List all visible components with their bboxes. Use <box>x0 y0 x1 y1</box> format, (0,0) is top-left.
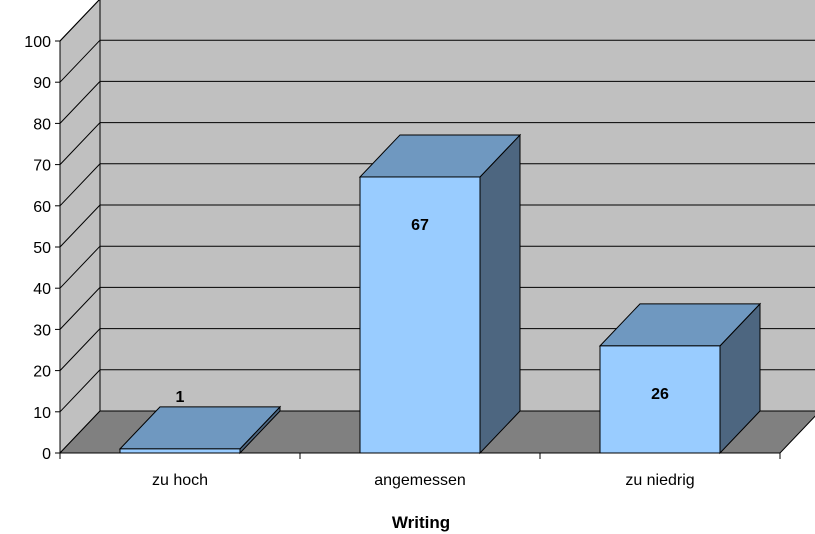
y-tick-label: 30 <box>33 322 51 339</box>
y-axis: 0 10 20 30 40 50 60 70 80 90 100 <box>24 34 61 463</box>
gridline <box>59 286 815 330</box>
y-tick-label: 10 <box>33 405 51 422</box>
data-labels: 1 67 26 <box>176 217 669 406</box>
bar <box>598 302 762 455</box>
bars <box>118 133 762 455</box>
y-tick-label: 40 <box>33 281 51 298</box>
gridline <box>59 122 815 165</box>
gridline <box>59 204 815 248</box>
x-tick-label: angemessen <box>374 472 466 489</box>
gridlines <box>59 0 815 413</box>
y-tick-label: 0 <box>42 446 51 463</box>
gridline <box>59 80 815 124</box>
data-label: 1 <box>176 389 185 406</box>
y-tick-label: 80 <box>33 116 51 133</box>
gridline <box>59 245 815 289</box>
y-tick-label: 70 <box>33 158 51 175</box>
data-label: 67 <box>411 217 429 234</box>
bar-front <box>599 345 721 454</box>
y-tick-label: 100 <box>24 34 51 51</box>
x-axis: zu hoch angemessen zu niedrig <box>59 452 781 489</box>
y-tick-label: 90 <box>33 75 51 92</box>
x-axis-title: Writing <box>392 513 450 532</box>
gridline <box>59 163 815 207</box>
data-label: 26 <box>651 386 669 403</box>
x-tick-label: zu hoch <box>152 472 208 489</box>
gridline <box>59 39 815 83</box>
gridline <box>59 369 815 413</box>
gridline <box>59 0 100 42</box>
x-tick-label: zu niedrig <box>625 472 694 489</box>
bar-front <box>359 176 481 454</box>
y-tick-label: 50 <box>33 240 51 257</box>
bar-side <box>479 133 521 455</box>
bar <box>358 133 522 455</box>
bar-front <box>119 448 241 454</box>
y-tick-label: 60 <box>33 199 51 216</box>
gridline <box>59 328 815 371</box>
bar <box>118 405 282 455</box>
y-tick-label: 20 <box>33 364 51 381</box>
